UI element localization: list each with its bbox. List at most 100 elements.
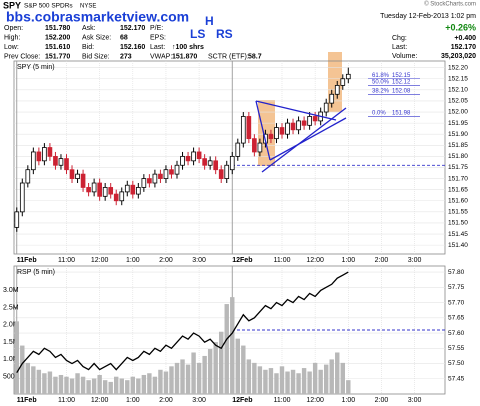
candle-body	[323, 102, 329, 113]
candle-body	[196, 151, 202, 160]
x-tick-label: 12:00	[91, 397, 109, 404]
copyright: © StockCharts.com	[424, 1, 476, 8]
x-tick-label: 11:00	[58, 397, 75, 404]
quote-value: 151.770	[45, 53, 70, 60]
y2-tick-label: 3.0M	[3, 287, 19, 294]
x-tick-label: 2:00	[375, 257, 389, 264]
quote-value: 151.610	[45, 44, 70, 51]
quote-label: Ask:	[82, 25, 96, 32]
quote-label: Open:	[4, 25, 23, 32]
quote-label: SCTR (ETF):	[208, 53, 249, 60]
volume-bar	[80, 376, 86, 394]
volume-bar	[252, 362, 257, 394]
y2-tick-label: 1.0M	[3, 356, 19, 363]
candle-body	[340, 78, 346, 86]
volume-bar	[296, 373, 301, 394]
volume-bar	[169, 366, 174, 394]
y-tick-label: 57.50	[448, 360, 465, 367]
volume-bar	[158, 369, 163, 394]
candle-body	[113, 193, 119, 202]
volume-bar	[108, 381, 113, 394]
quote-label: P/E:	[150, 25, 163, 32]
volume-bar	[20, 345, 25, 394]
volume-bar	[318, 369, 323, 394]
x-tick-label: 1:00	[341, 397, 355, 404]
y-tick-label: 151.40	[448, 242, 468, 249]
volume-bar	[323, 364, 329, 394]
candle-body	[163, 169, 169, 179]
x-tick-label: 1:00	[126, 397, 140, 404]
quote-label: Low:	[4, 44, 19, 51]
exchange: NYSE	[80, 4, 96, 10]
x-tick-label: 11:00	[58, 257, 75, 264]
quote-value: 152.200	[45, 34, 70, 41]
volume-bar	[301, 368, 307, 394]
price-line	[16, 271, 349, 374]
volume-bar	[86, 380, 91, 394]
trendline	[255, 100, 337, 121]
volume-bar	[196, 362, 202, 394]
panel-title: SPY (5 min)	[17, 64, 55, 71]
y-tick-label: 151.60	[448, 197, 468, 204]
y-tick-label: 152.05	[448, 98, 468, 105]
y2-tick-label: 500K	[3, 374, 20, 381]
volume-bar	[263, 369, 268, 394]
x-tick-label: 1:00	[341, 257, 355, 264]
quote-value: +0.400	[454, 35, 476, 42]
volume-bar	[97, 374, 102, 394]
volume-bar	[213, 342, 218, 394]
candle-body	[108, 187, 114, 195]
volume-bar	[346, 380, 351, 394]
volume-bar	[274, 373, 279, 394]
candle-body	[58, 158, 64, 166]
description: S&P 500 SPDRs	[24, 3, 73, 10]
candle-body	[102, 187, 108, 197]
candle-body	[296, 120, 301, 131]
y-tick-label: 152.15	[448, 75, 468, 82]
volume-bar	[53, 376, 58, 394]
fib-label: 61.8%	[372, 73, 390, 79]
annotation: H	[205, 14, 214, 28]
x-tick-label: 12Feb	[232, 397, 252, 404]
x-tick-label: 2:00	[159, 257, 173, 264]
volume-bar	[268, 368, 274, 394]
fib-value: 152.15	[392, 73, 411, 79]
volume-bar	[285, 371, 290, 394]
y-tick-label: 151.65	[448, 186, 468, 193]
volume-bar	[152, 376, 158, 394]
candle-body	[174, 164, 180, 175]
candle-body	[301, 120, 307, 126]
quote-label: Prev Close:	[4, 53, 40, 60]
x-tick-label: 2:00	[159, 397, 173, 404]
candle-body	[268, 133, 274, 140]
candle-body	[147, 178, 152, 184]
panel-title: RSP (5 min)	[17, 269, 55, 276]
trendline	[255, 100, 271, 161]
x-tick-label: 11:00	[273, 257, 290, 264]
candle-body	[25, 169, 31, 184]
volume-bar	[246, 359, 252, 394]
candle-body	[274, 127, 279, 140]
y2-tick-label: 2.0M	[3, 322, 19, 329]
volume-bar	[207, 349, 213, 394]
candle-body	[36, 151, 42, 162]
volume-bar	[340, 362, 345, 394]
quote-table: Open: 151.780 High: 152.200 Low: 151.610 Prev …	[4, 25, 476, 61]
quote-label: VWAP:	[150, 53, 172, 60]
candle-body	[240, 116, 246, 144]
quote-label: Ask Size:	[82, 34, 111, 41]
candle-body	[19, 182, 25, 213]
volume-bar	[257, 366, 263, 394]
quote-value: ↑100 shrs	[172, 44, 204, 51]
volume-bar	[290, 369, 296, 394]
y-tick-label: 152.10	[448, 87, 468, 94]
candle-body	[135, 187, 141, 195]
x-tick-label: 11:00	[273, 397, 290, 404]
volume-bar	[241, 345, 246, 394]
volume-bar	[25, 362, 31, 394]
candle-body	[91, 182, 97, 193]
y-tick-label: 151.55	[448, 209, 468, 216]
candle-body	[218, 169, 224, 179]
candle-body	[14, 211, 20, 228]
